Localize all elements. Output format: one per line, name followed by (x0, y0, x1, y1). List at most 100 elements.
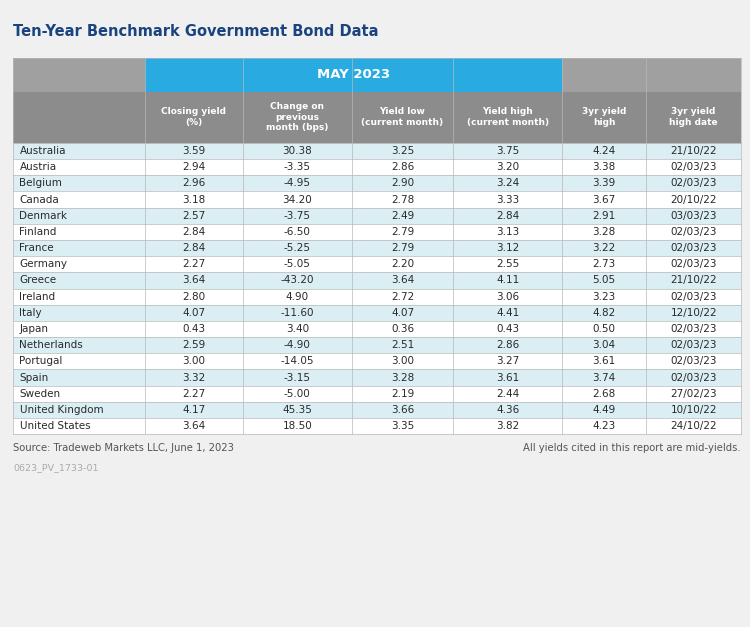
Text: 3.38: 3.38 (592, 162, 616, 172)
Text: United Kingdom: United Kingdom (20, 405, 103, 415)
Text: 4.23: 4.23 (592, 421, 616, 431)
Text: 2.86: 2.86 (391, 162, 414, 172)
Text: 12/10/22: 12/10/22 (670, 308, 717, 318)
Text: Finland: Finland (20, 227, 57, 237)
Text: 3.64: 3.64 (182, 421, 206, 431)
Text: 27/02/23: 27/02/23 (670, 389, 717, 399)
Text: 2.79: 2.79 (391, 243, 414, 253)
Text: 21/10/22: 21/10/22 (670, 146, 717, 156)
Text: 02/03/23: 02/03/23 (670, 356, 717, 366)
Text: 3.00: 3.00 (182, 356, 206, 366)
Text: 02/03/23: 02/03/23 (670, 292, 717, 302)
Text: -4.90: -4.90 (284, 340, 310, 350)
Text: Belgium: Belgium (20, 179, 62, 188)
Text: 2.80: 2.80 (182, 292, 206, 302)
Text: -5.00: -5.00 (284, 389, 310, 399)
Text: 0.43: 0.43 (182, 324, 206, 334)
Text: 2.86: 2.86 (496, 340, 520, 350)
Text: -5.25: -5.25 (284, 243, 310, 253)
Text: 2.44: 2.44 (496, 389, 520, 399)
Text: 02/03/23: 02/03/23 (670, 179, 717, 188)
Text: 3.12: 3.12 (496, 243, 520, 253)
Text: -3.75: -3.75 (284, 211, 310, 221)
Text: 3.39: 3.39 (592, 179, 616, 188)
Text: 02/03/23: 02/03/23 (670, 260, 717, 269)
Text: 3.04: 3.04 (592, 340, 616, 350)
Text: 0623_PV_1733-01: 0623_PV_1733-01 (13, 463, 99, 473)
Text: 4.24: 4.24 (592, 146, 616, 156)
Text: Germany: Germany (20, 260, 68, 269)
Text: 3yr yield
high: 3yr yield high (582, 107, 626, 127)
Text: 3.06: 3.06 (496, 292, 519, 302)
Text: 4.90: 4.90 (286, 292, 309, 302)
Text: 3.74: 3.74 (592, 372, 616, 382)
Text: 2.27: 2.27 (182, 389, 206, 399)
Text: 2.20: 2.20 (391, 260, 414, 269)
Text: Italy: Italy (20, 308, 42, 318)
Text: 3.20: 3.20 (496, 162, 519, 172)
Text: -4.95: -4.95 (284, 179, 310, 188)
Text: Yield low
(current month): Yield low (current month) (362, 107, 443, 127)
Text: 2.27: 2.27 (182, 260, 206, 269)
Text: 3.00: 3.00 (391, 356, 414, 366)
Text: 3.59: 3.59 (182, 146, 206, 156)
Text: 2.90: 2.90 (391, 179, 414, 188)
Text: -3.35: -3.35 (284, 162, 310, 172)
Text: Netherlands: Netherlands (20, 340, 83, 350)
Text: -6.50: -6.50 (284, 227, 310, 237)
Text: 2.19: 2.19 (391, 389, 414, 399)
Text: 0.50: 0.50 (592, 324, 616, 334)
Text: 02/03/23: 02/03/23 (670, 227, 717, 237)
Text: 3.33: 3.33 (496, 194, 520, 204)
Text: 2.91: 2.91 (592, 211, 616, 221)
Text: 3.61: 3.61 (592, 356, 616, 366)
Text: 3.18: 3.18 (182, 194, 206, 204)
Text: 3.13: 3.13 (496, 227, 520, 237)
Text: 2.57: 2.57 (182, 211, 206, 221)
Text: 2.94: 2.94 (182, 162, 206, 172)
Text: 3.24: 3.24 (496, 179, 520, 188)
Text: 4.17: 4.17 (182, 405, 206, 415)
Text: 4.49: 4.49 (592, 405, 616, 415)
Text: 3.67: 3.67 (592, 194, 616, 204)
Text: Denmark: Denmark (20, 211, 68, 221)
Text: Australia: Australia (20, 146, 66, 156)
Text: 0.36: 0.36 (391, 324, 414, 334)
Text: United States: United States (20, 421, 90, 431)
Text: 2.78: 2.78 (391, 194, 414, 204)
Text: Change on
previous
month (bps): Change on previous month (bps) (266, 102, 328, 132)
Text: All yields cited in this report are mid-yields.: All yields cited in this report are mid-… (524, 443, 741, 453)
Text: 18.50: 18.50 (283, 421, 312, 431)
Text: Greece: Greece (20, 275, 57, 285)
Text: 3.64: 3.64 (182, 275, 206, 285)
Text: 3.64: 3.64 (391, 275, 414, 285)
Text: 02/03/23: 02/03/23 (670, 324, 717, 334)
Text: 3.35: 3.35 (391, 421, 414, 431)
Text: -43.20: -43.20 (280, 275, 314, 285)
Text: 3.40: 3.40 (286, 324, 309, 334)
Text: 3.22: 3.22 (592, 243, 616, 253)
Text: 3yr yield
high date: 3yr yield high date (669, 107, 718, 127)
Text: 4.07: 4.07 (182, 308, 206, 318)
Text: 3.61: 3.61 (496, 372, 520, 382)
Text: 2.96: 2.96 (182, 179, 206, 188)
Text: Portugal: Portugal (20, 356, 63, 366)
Text: 2.73: 2.73 (592, 260, 616, 269)
Text: 24/10/22: 24/10/22 (670, 421, 717, 431)
Text: 34.20: 34.20 (283, 194, 312, 204)
Text: Ireland: Ireland (20, 292, 56, 302)
Text: 4.07: 4.07 (391, 308, 414, 318)
Text: 3.23: 3.23 (592, 292, 616, 302)
Text: -3.15: -3.15 (284, 372, 310, 382)
Text: -14.05: -14.05 (280, 356, 314, 366)
Text: 4.41: 4.41 (496, 308, 520, 318)
Text: 2.79: 2.79 (391, 227, 414, 237)
Text: 03/03/23: 03/03/23 (670, 211, 717, 221)
Text: Japan: Japan (20, 324, 49, 334)
Text: 3.66: 3.66 (391, 405, 414, 415)
Text: 3.75: 3.75 (496, 146, 520, 156)
Text: Yield high
(current month): Yield high (current month) (466, 107, 549, 127)
Text: 4.82: 4.82 (592, 308, 616, 318)
Text: 20/10/22: 20/10/22 (670, 194, 717, 204)
Text: 3.28: 3.28 (592, 227, 616, 237)
